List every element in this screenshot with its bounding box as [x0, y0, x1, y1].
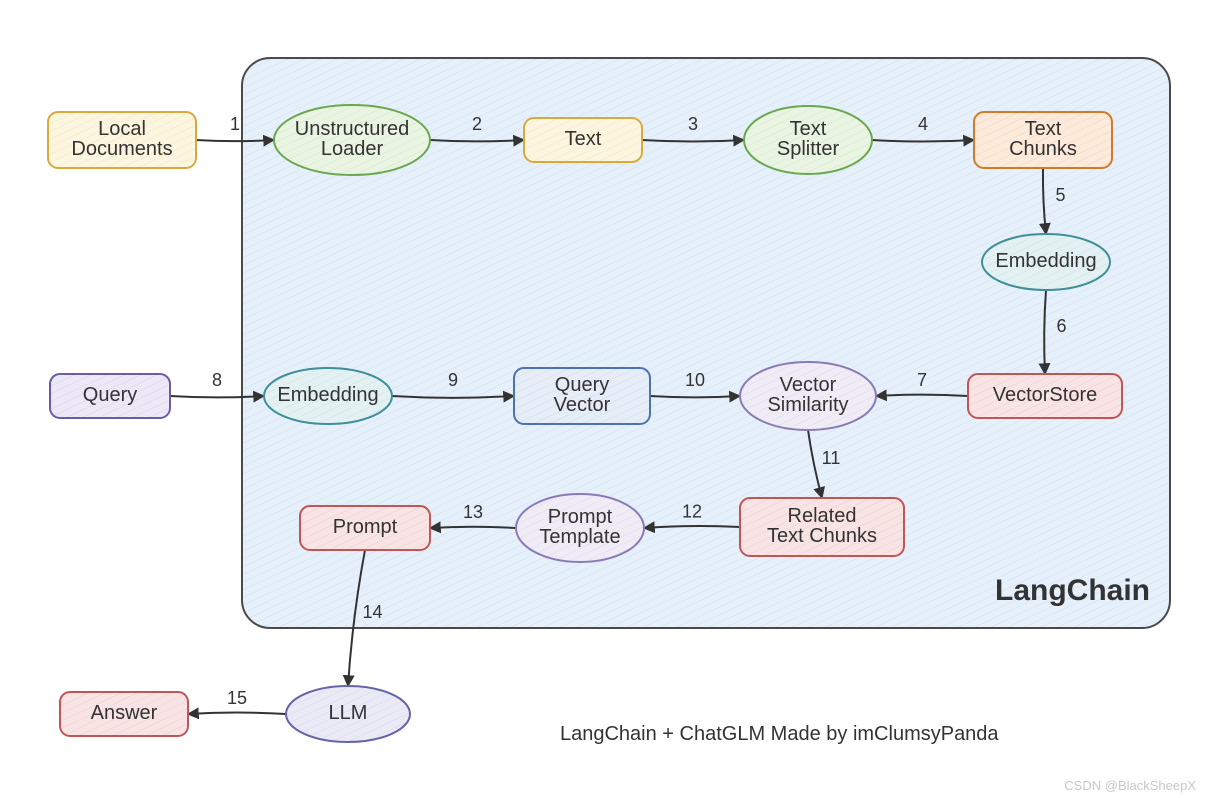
edge-label-15: 15: [227, 688, 247, 708]
edge-label-14: 14: [362, 602, 382, 622]
edge-label-2: 2: [472, 114, 482, 134]
node-label-queryVector: QueryVector: [554, 374, 611, 416]
node-vectorStore: VectorStore: [968, 374, 1122, 418]
node-embedding2: Embedding: [264, 368, 392, 424]
node-label-answer: Answer: [91, 702, 158, 724]
edge-label-3: 3: [688, 114, 698, 134]
node-vecSim: VectorSimilarity: [740, 362, 876, 430]
node-label-text: Text: [565, 128, 602, 150]
edge-label-10: 10: [685, 370, 705, 390]
edge-label-6: 6: [1056, 316, 1066, 336]
edge-15: [188, 713, 286, 714]
edge-label-1: 1: [230, 114, 240, 134]
node-promptTpl: PromptTemplate: [516, 494, 644, 562]
node-chunks: TextChunks: [974, 112, 1112, 168]
node-label-promptTpl: PromptTemplate: [539, 506, 620, 548]
edge-label-12: 12: [682, 502, 702, 522]
diagram-caption: LangChain + ChatGLM Made by imClumsyPand…: [560, 723, 999, 745]
edge-label-4: 4: [918, 114, 928, 134]
node-relChunks: RelatedText Chunks: [740, 498, 904, 556]
node-label-llm: LLM: [329, 702, 368, 724]
node-label-embedding2: Embedding: [277, 384, 378, 406]
edge-8: [170, 396, 264, 397]
node-label-query: Query: [83, 384, 137, 406]
node-llm: LLM: [286, 686, 410, 742]
diagram-canvas: LangChain123456789101112131415LocalDocum…: [0, 0, 1206, 798]
node-queryVector: QueryVector: [514, 368, 650, 424]
edge-label-9: 9: [448, 370, 458, 390]
edge-label-13: 13: [463, 502, 483, 522]
node-label-prompt: Prompt: [333, 516, 398, 538]
edge-label-8: 8: [212, 370, 222, 390]
node-label-vectorStore: VectorStore: [993, 384, 1098, 406]
node-label-embedding1: Embedding: [995, 250, 1096, 272]
edge-1: [196, 140, 274, 141]
node-text: Text: [524, 118, 642, 162]
langchain-label: LangChain: [995, 574, 1150, 607]
node-splitter: TextSplitter: [744, 106, 872, 174]
node-query: Query: [50, 374, 170, 418]
edge-label-11: 11: [822, 448, 841, 468]
watermark: CSDN @BlackSheepX: [1064, 778, 1196, 793]
node-answer: Answer: [60, 692, 188, 736]
edge-label-5: 5: [1055, 185, 1065, 205]
node-unLoader: UnstructuredLoader: [274, 105, 430, 175]
node-localDocs: LocalDocuments: [48, 112, 196, 168]
edge-label-7: 7: [917, 370, 927, 390]
node-embedding1: Embedding: [982, 234, 1110, 290]
node-prompt: Prompt: [300, 506, 430, 550]
